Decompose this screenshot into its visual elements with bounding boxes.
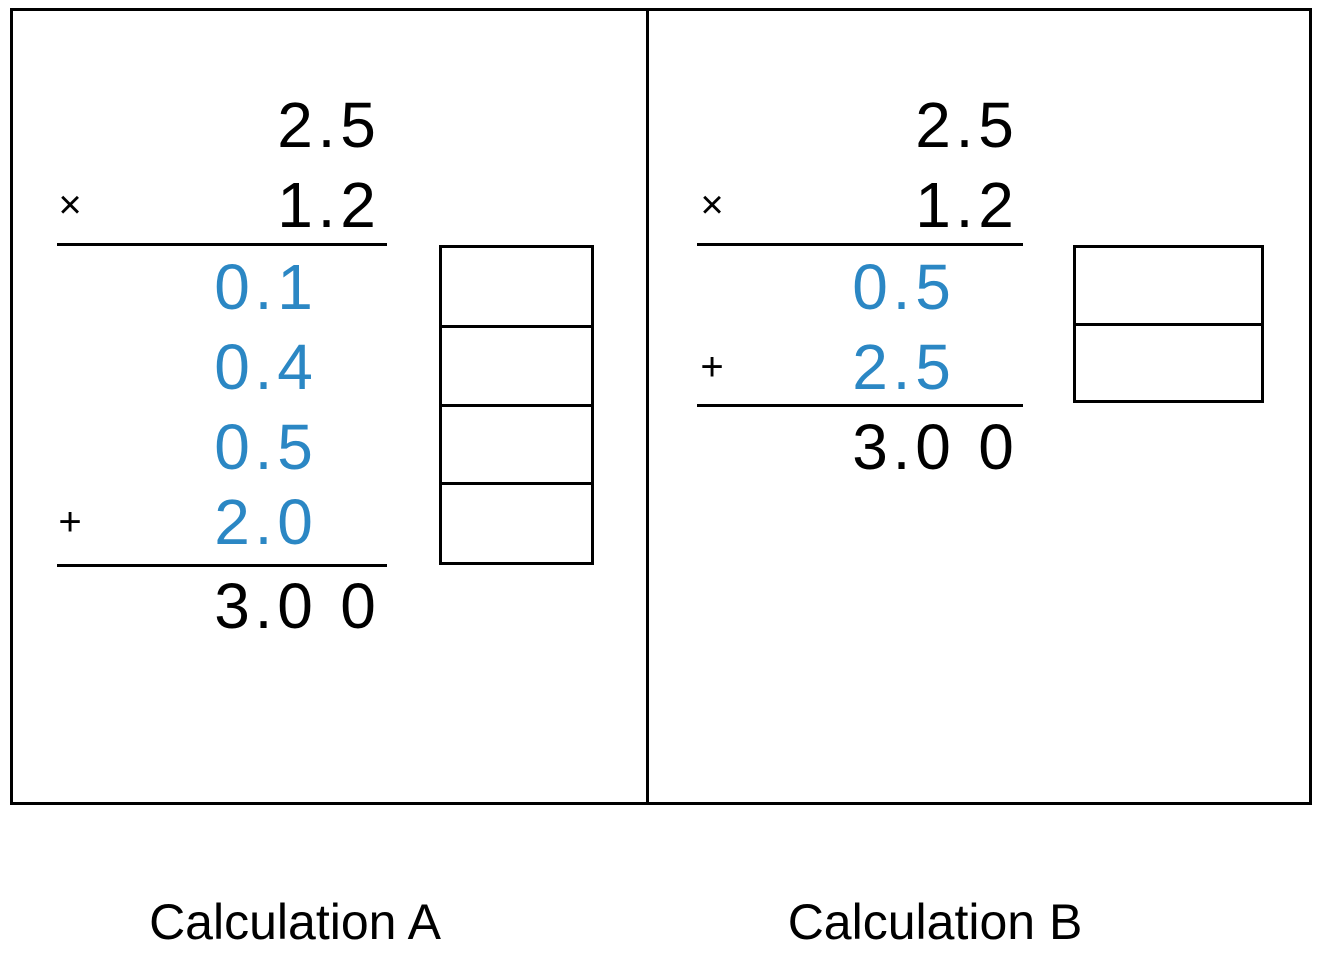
answer-box-divider <box>1076 322 1261 326</box>
digit-cell: . <box>254 411 273 483</box>
digit-cell: 1 <box>915 169 951 241</box>
answer-box-divider <box>442 403 591 407</box>
digit-cell: 0 <box>277 486 313 558</box>
digit-cell: 0 <box>852 251 888 323</box>
digit-cell: 3 <box>852 411 888 483</box>
caption-calculation-b: Calculation B <box>787 894 1083 950</box>
digit-cell: 0 <box>978 411 1014 483</box>
digit-cell: 5 <box>340 89 376 161</box>
sum-rule <box>697 403 1023 407</box>
digit-cell: . <box>254 331 273 403</box>
answer-box-divider <box>442 482 591 485</box>
answer-box[interactable] <box>1076 248 1261 324</box>
digit-cell: 0 <box>214 411 250 483</box>
digit-cell: 2 <box>214 486 250 558</box>
panel-divider <box>646 8 649 805</box>
digit-cell: 5 <box>277 411 313 483</box>
digit-cell: . <box>892 251 911 323</box>
answer-box[interactable] <box>1076 324 1261 400</box>
digit-cell: 5 <box>978 89 1014 161</box>
digit-cell: . <box>892 411 911 483</box>
digit-cell: 0 <box>214 331 250 403</box>
sum-rule <box>697 242 1023 246</box>
digit-cell: . <box>254 251 273 323</box>
caption-calculation-a: Calculation A <box>149 894 441 950</box>
digit-cell: 0 <box>915 411 951 483</box>
answer-box[interactable] <box>442 484 591 563</box>
multiply-sign: × <box>700 183 724 227</box>
digit-cell: 0 <box>340 570 376 642</box>
digit-cell: 0 <box>214 251 250 323</box>
digit-cell: 5 <box>915 331 951 403</box>
digit-cell: . <box>955 89 974 161</box>
answer-box[interactable] <box>442 405 591 484</box>
digit-cell: . <box>317 169 336 241</box>
digit-cell: . <box>254 570 273 642</box>
sum-rule <box>57 563 387 567</box>
plus-sign: + <box>58 500 82 544</box>
digit-cell: 2 <box>340 169 376 241</box>
calculations-panel <box>10 8 1312 805</box>
digit-cell: 1 <box>277 251 313 323</box>
sum-rule <box>57 242 387 246</box>
digit-cell: . <box>254 486 273 558</box>
answer-box-divider <box>442 325 591 328</box>
digit-cell: 2 <box>915 89 951 161</box>
answer-boxes-group <box>439 245 594 565</box>
digit-cell: 2 <box>978 169 1014 241</box>
digit-cell: . <box>955 169 974 241</box>
digit-cell: 0 <box>277 570 313 642</box>
digit-cell: 2 <box>852 331 888 403</box>
digit-cell: 3 <box>214 570 250 642</box>
digit-cell: 1 <box>277 169 313 241</box>
answer-boxes-group <box>1073 245 1264 403</box>
answer-box[interactable] <box>442 327 591 406</box>
digit-cell: 2 <box>277 89 313 161</box>
digit-cell: 5 <box>915 251 951 323</box>
plus-sign: + <box>700 345 724 389</box>
answer-box[interactable] <box>442 248 591 327</box>
multiply-sign: × <box>58 183 82 227</box>
digit-cell: 4 <box>277 331 313 403</box>
digit-cell: . <box>317 89 336 161</box>
digit-cell: . <box>892 331 911 403</box>
